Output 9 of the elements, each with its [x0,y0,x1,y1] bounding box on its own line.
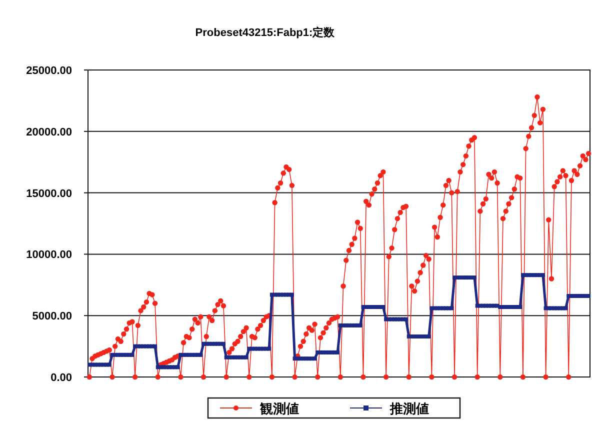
legend-label: 観測値 [259,401,299,416]
y-tick-label: 0.00 [50,372,72,384]
y-tick-label: 10000.00 [26,249,72,262]
y-tick-label: 5000.00 [32,310,72,323]
chart-title: Probeset43215:Fabp1:定数 [195,26,336,39]
y-tick-label: 15000.00 [26,188,72,200]
y-tick-label: 20000.00 [26,126,72,138]
legend-label: 推測値 [389,401,429,416]
y-tick-label: 25000.00 [26,65,72,77]
